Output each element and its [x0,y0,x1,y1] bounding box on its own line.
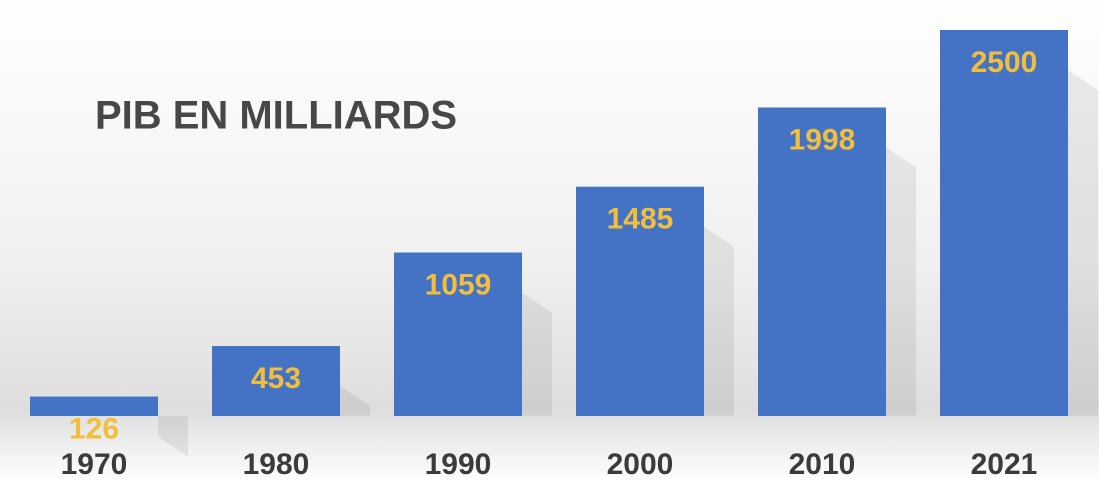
value-label: 1059 [425,268,492,301]
bar [212,346,340,416]
chart-title: PIB EN MILLIARDS [95,94,457,138]
value-label: 126 [69,412,119,445]
bar-shadow [158,416,188,457]
bar [394,252,522,416]
bar [758,107,886,417]
x-tick-label: 2021 [971,448,1038,481]
bar-shadow [704,226,734,416]
value-label: 2500 [971,46,1038,79]
bar [576,186,704,416]
value-label: 453 [251,362,301,395]
x-tick-label: 1990 [425,448,492,481]
bar-shadow [340,386,370,416]
bar-shadow [1068,70,1098,416]
x-tick-label: 1980 [243,448,310,481]
bar-shadow [522,292,552,416]
value-label: 1998 [789,123,856,156]
x-tick-label: 2010 [789,448,856,481]
bar [940,30,1068,416]
value-label: 1485 [607,203,674,236]
bar [30,396,158,416]
x-tick-label: 2000 [607,448,674,481]
x-tick-label: 1970 [61,448,128,481]
bar-shadow [886,147,916,417]
